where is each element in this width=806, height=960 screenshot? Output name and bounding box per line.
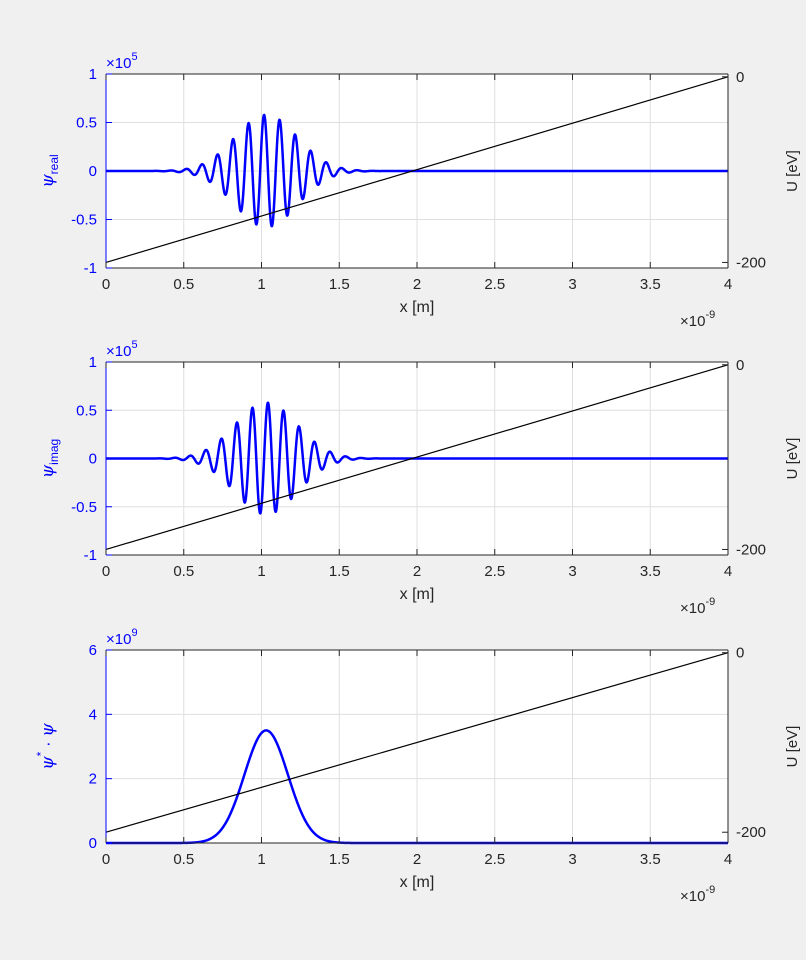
x-tick-label: 0 xyxy=(102,276,110,293)
y-tick-label: 6 xyxy=(89,642,97,659)
y-exponent-power: 5 xyxy=(131,339,137,351)
x-exponent-base: ×10 xyxy=(680,600,705,617)
x-exponent: ×10-9 xyxy=(680,884,715,905)
x-tick-label: 3.5 xyxy=(640,563,661,580)
x-tick-label: 2.5 xyxy=(484,276,505,293)
x-tick-label: 3.5 xyxy=(640,851,661,868)
potential-line xyxy=(105,76,729,264)
y-axis-label: ψ* · ψ xyxy=(34,723,58,770)
y-tick-label: -0.5 xyxy=(71,499,97,516)
x-tick-label: 0 xyxy=(102,563,110,580)
x-exponent-base: ×10 xyxy=(680,888,705,905)
y2-tick-label: -200 xyxy=(736,254,766,271)
y-tick-label: -1 xyxy=(84,547,97,564)
y-tick-label: 0.5 xyxy=(76,115,97,132)
y-exponent: ×109 xyxy=(106,627,138,648)
wavefunction-line xyxy=(105,401,729,515)
y2-tick-label: -200 xyxy=(736,541,766,558)
y2-tick-label: 0 xyxy=(736,69,744,86)
y-tick-label: 2 xyxy=(89,771,97,788)
y-exponent-base: ×10 xyxy=(106,55,131,72)
x-tick-label: 0.5 xyxy=(173,851,194,868)
y2-tick-label: 0 xyxy=(736,357,744,374)
y-tick-label: 1 xyxy=(89,354,97,371)
y-axis-label: ψreal xyxy=(38,154,61,187)
y-tick-label: 0.5 xyxy=(76,402,97,419)
y-tick-label: 4 xyxy=(89,706,97,723)
x-axis-label: x [m] xyxy=(400,586,435,603)
y-exponent-base: ×10 xyxy=(106,343,131,360)
x-exponent-base: ×10 xyxy=(680,313,705,330)
y-tick-label: 0 xyxy=(89,451,97,468)
x-tick-label: 1 xyxy=(257,563,265,580)
y-label-dot: · xyxy=(38,737,57,752)
y2-tick-label: -200 xyxy=(736,824,766,841)
x-tick-label: 4 xyxy=(724,276,732,293)
y-label-symbol-2: ψ xyxy=(38,723,58,737)
x-tick-label: 2.5 xyxy=(484,563,505,580)
x-tick-label: 4 xyxy=(724,851,732,868)
y-tick-label: -0.5 xyxy=(71,212,97,229)
potential-line xyxy=(105,652,729,833)
x-tick-label: 1 xyxy=(257,276,265,293)
x-exponent-power: -9 xyxy=(705,309,715,321)
x-tick-label: 2.5 xyxy=(484,851,505,868)
x-axis-label: x [m] xyxy=(400,299,435,316)
y-label-superscript: * xyxy=(34,751,48,756)
x-tick-label: 1.5 xyxy=(329,851,350,868)
y-tick-label: 0 xyxy=(89,163,97,180)
y-axis-label: ψimag xyxy=(38,439,61,478)
y-label-subscript: real xyxy=(47,154,61,174)
y2-axis-label: U [eV] xyxy=(784,726,801,768)
subplot-1: 0 0.5 1 1.5 2 2.5 3 3.5 4 -1 -0.5 0 0.5 1 -200 0 x [m] ×1… xyxy=(38,51,801,330)
y-tick-label: -1 xyxy=(84,260,97,277)
y2-axis-label: U [eV] xyxy=(784,438,801,480)
y-exponent: ×105 xyxy=(106,51,138,72)
wavefunction-line xyxy=(105,113,729,228)
y-tick-label: 0 xyxy=(89,835,97,852)
y-tick-label: 1 xyxy=(89,66,97,83)
x-tick-label: 0 xyxy=(102,851,110,868)
x-tick-label: 0.5 xyxy=(173,563,194,580)
x-exponent: ×10-9 xyxy=(680,309,715,330)
y-exponent-power: 9 xyxy=(131,627,137,639)
x-tick-label: 1 xyxy=(257,851,265,868)
x-tick-label: 3 xyxy=(568,851,576,868)
x-tick-label: 3 xyxy=(568,563,576,580)
x-exponent-power: -9 xyxy=(705,884,715,896)
y-exponent-base: ×10 xyxy=(106,631,131,648)
x-exponent: ×10-9 xyxy=(680,596,715,617)
x-exponent-power: -9 xyxy=(705,596,715,608)
y-label-subscript: imag xyxy=(47,439,61,465)
x-tick-label: 0.5 xyxy=(173,276,194,293)
y-exponent: ×105 xyxy=(106,339,138,360)
x-tick-label: 1.5 xyxy=(329,276,350,293)
potential-line xyxy=(105,364,729,551)
y2-tick-label: 0 xyxy=(736,645,744,662)
y-label-symbol: ψ xyxy=(38,174,58,188)
y2-axis-label: U [eV] xyxy=(784,150,801,192)
y-label-symbol: ψ xyxy=(38,464,58,478)
x-tick-label: 2 xyxy=(413,276,421,293)
subplot-2: 0 0.5 1 1.5 2 2.5 3 3.5 4 -1 -0.5 0 0.5 1 -200 0 x [m] ×1… xyxy=(38,339,801,617)
x-tick-label: 1.5 xyxy=(329,563,350,580)
x-tick-label: 3 xyxy=(568,276,576,293)
x-tick-label: 2 xyxy=(413,563,421,580)
y-label-symbol: ψ xyxy=(38,756,58,770)
x-tick-label: 2 xyxy=(413,851,421,868)
x-tick-label: 3.5 xyxy=(640,276,661,293)
y-exponent-power: 5 xyxy=(131,51,137,63)
x-axis-label: x [m] xyxy=(400,874,435,891)
x-tick-label: 4 xyxy=(724,563,732,580)
